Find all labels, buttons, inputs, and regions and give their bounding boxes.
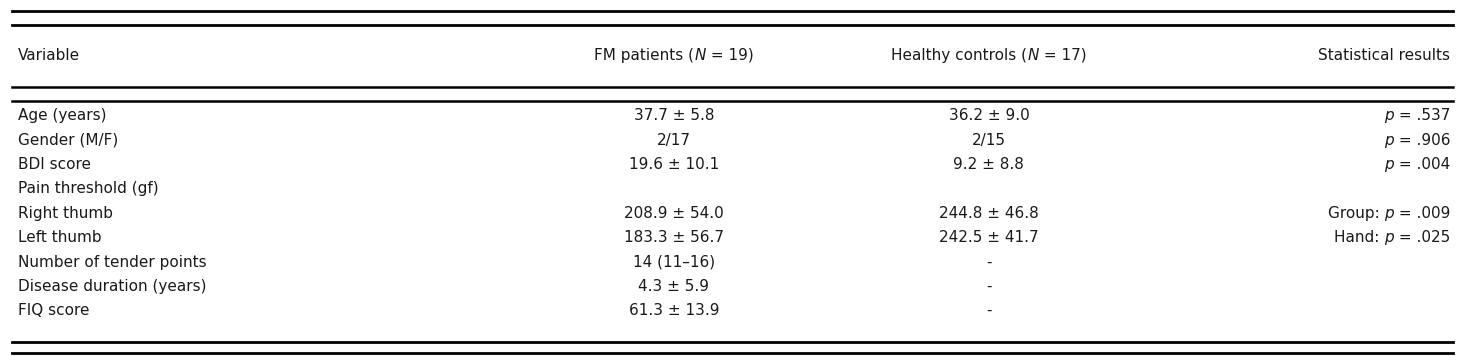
- Text: Disease duration (years): Disease duration (years): [18, 279, 207, 294]
- Text: = .537: = .537: [1395, 108, 1450, 123]
- Text: 61.3 ± 13.9: 61.3 ± 13.9: [628, 303, 719, 318]
- Text: 9.2 ± 8.8: 9.2 ± 8.8: [954, 157, 1024, 172]
- Text: FIQ score: FIQ score: [18, 303, 89, 318]
- Text: 37.7 ± 5.8: 37.7 ± 5.8: [634, 108, 713, 123]
- Text: -: -: [986, 255, 992, 269]
- Text: Healthy controls (: Healthy controls (: [891, 48, 1027, 63]
- Text: 242.5 ± 41.7: 242.5 ± 41.7: [939, 230, 1039, 245]
- Text: = .025: = .025: [1395, 230, 1450, 245]
- Text: -: -: [986, 279, 992, 294]
- Text: 244.8 ± 46.8: 244.8 ± 46.8: [939, 206, 1039, 221]
- Text: 36.2 ± 9.0: 36.2 ± 9.0: [948, 108, 1030, 123]
- Text: Age (years): Age (years): [18, 108, 105, 123]
- Text: N: N: [694, 48, 706, 63]
- Text: Left thumb: Left thumb: [18, 230, 101, 245]
- Text: p: p: [1384, 157, 1395, 172]
- Text: Gender (M/F): Gender (M/F): [18, 132, 117, 148]
- Text: = 17): = 17): [1039, 48, 1087, 63]
- Text: 14 (11–16): 14 (11–16): [633, 255, 715, 269]
- Text: p: p: [1384, 206, 1395, 221]
- Text: = .009: = .009: [1395, 206, 1450, 221]
- Text: Hand:: Hand:: [1335, 230, 1384, 245]
- Text: Number of tender points: Number of tender points: [18, 255, 207, 269]
- Text: 208.9 ± 54.0: 208.9 ± 54.0: [624, 206, 724, 221]
- Text: 4.3 ± 5.9: 4.3 ± 5.9: [639, 279, 709, 294]
- Text: = 19): = 19): [706, 48, 753, 63]
- Text: 2/17: 2/17: [656, 132, 691, 148]
- Text: p: p: [1384, 132, 1393, 148]
- Text: -: -: [986, 303, 992, 318]
- Text: 19.6 ± 10.1: 19.6 ± 10.1: [628, 157, 719, 172]
- Text: Pain threshold (gf): Pain threshold (gf): [18, 181, 158, 197]
- Text: BDI score: BDI score: [18, 157, 91, 172]
- Text: Variable: Variable: [18, 48, 79, 63]
- Text: Group:: Group:: [1327, 206, 1384, 221]
- Text: p: p: [1384, 230, 1395, 245]
- Text: = .004: = .004: [1395, 157, 1450, 172]
- Text: 2/15: 2/15: [971, 132, 1006, 148]
- Text: FM patients (: FM patients (: [595, 48, 694, 63]
- Text: p: p: [1384, 108, 1395, 123]
- Text: 183.3 ± 56.7: 183.3 ± 56.7: [624, 230, 724, 245]
- Text: Statistical results: Statistical results: [1318, 48, 1450, 63]
- Text: Right thumb: Right thumb: [18, 206, 113, 221]
- Text: = .906: = .906: [1393, 132, 1450, 148]
- Text: N: N: [1027, 48, 1039, 63]
